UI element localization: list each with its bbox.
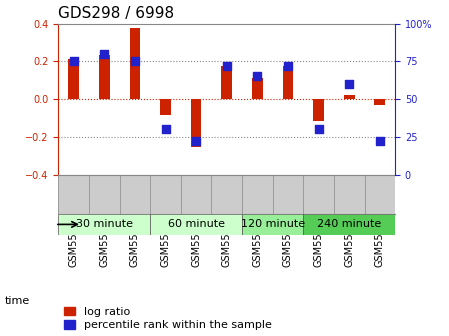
FancyBboxPatch shape <box>242 214 303 235</box>
Point <box>162 127 169 132</box>
Text: 240 minute: 240 minute <box>317 219 381 229</box>
Point <box>70 58 77 64</box>
Point <box>254 74 261 79</box>
Point <box>346 81 353 87</box>
Bar <box>221 66 232 99</box>
Text: 30 minute: 30 minute <box>76 219 133 229</box>
Text: 120 minute: 120 minute <box>241 219 305 229</box>
Bar <box>282 66 293 99</box>
Point <box>223 63 230 69</box>
Bar <box>344 95 355 99</box>
Point <box>193 139 200 144</box>
Text: 60 minute: 60 minute <box>167 219 224 229</box>
FancyBboxPatch shape <box>150 214 242 235</box>
Bar <box>252 78 263 99</box>
Bar <box>313 99 324 121</box>
Bar <box>160 99 171 115</box>
Bar <box>99 55 110 99</box>
FancyBboxPatch shape <box>303 214 395 235</box>
Legend: log ratio, percentile rank within the sample: log ratio, percentile rank within the sa… <box>64 307 272 330</box>
Bar <box>130 28 140 99</box>
Point <box>101 51 108 56</box>
Bar <box>374 99 385 105</box>
Text: GDS298 / 6998: GDS298 / 6998 <box>58 6 175 21</box>
Point <box>376 139 383 144</box>
Bar <box>68 59 79 99</box>
Bar <box>191 99 202 147</box>
FancyBboxPatch shape <box>58 214 150 235</box>
Text: time: time <box>4 296 30 306</box>
Point <box>315 127 322 132</box>
Point <box>131 58 138 64</box>
Point <box>284 63 291 69</box>
